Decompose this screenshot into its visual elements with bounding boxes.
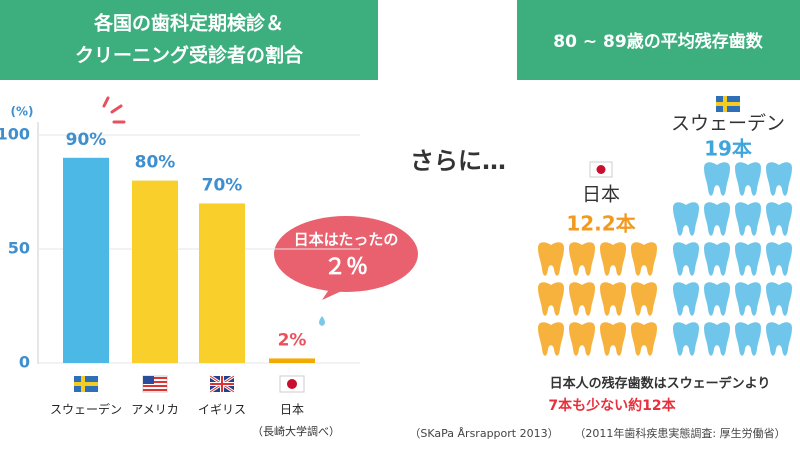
tooth-icon [735,242,761,276]
note: （長崎大学調べ） [252,424,340,438]
x-tick-label: イギリス [198,403,246,417]
tooth-icon [631,282,657,316]
tooth-icon [704,162,730,196]
flag-sweden [716,96,740,112]
value-label: 19本 [704,137,752,161]
tooth-icon [735,202,761,236]
title-box [517,0,800,80]
y-axis-label: (%) [11,105,34,119]
tooth-icon [766,162,792,196]
sweat-drop [319,316,325,326]
source: （2011年歯科疾患実態調査: 厚生労働省） [574,426,785,440]
tooth-icon [673,242,699,276]
title-box [0,0,378,80]
x-tick-label: 日本 [280,403,304,417]
flag-japan [279,375,305,393]
tooth-icon [600,282,626,316]
y-tick-label: 0 [19,353,30,372]
tooth-icon [631,322,657,356]
callout-text: 日本はたったの [294,231,399,249]
summary-text: 日本人の残存歯数はスウェーデンより [550,376,771,392]
tooth-icon [600,322,626,356]
chart-title: 各国の歯科定期検診＆ [93,12,284,35]
flag-usa [142,375,168,393]
tooth-icon [704,202,730,236]
tooth-icon [673,322,699,356]
bar [199,203,245,363]
bar [269,358,315,363]
tooth-icon [538,282,564,316]
tooth-icon [735,282,761,316]
tooth-icon [735,322,761,356]
tooth-icon [735,162,761,196]
y-tick-label: 100 [0,125,30,144]
flag-japan [589,161,613,178]
category-label: スウェーデン [671,113,785,135]
flag-uk [209,374,235,394]
tooth-icon [766,202,792,236]
tooth-icon [704,242,730,276]
bar [63,157,109,363]
flag-sweden [74,376,98,392]
x-tick-label: アメリカ [131,403,178,417]
source: （SKaPa Årsrapport 2013） [409,427,558,440]
chart-title: 80 ~ 89歳の平均残存歯数 [553,31,763,52]
y-tick-label: 50 [8,239,30,258]
value-label: 2% [278,330,307,350]
tooth-icon [704,282,730,316]
tooth-icon [569,242,595,276]
intro-text: さらに… [410,147,506,175]
value-label: 90% [66,130,107,150]
tooth-icon [766,282,792,316]
tooth-icon [766,322,792,356]
chart-title: クリーニング受診者の割合 [75,44,304,67]
category-label: 日本 [582,184,620,206]
tooth-icon [538,322,564,356]
tooth-icon [538,242,564,276]
value-label: 12.2本 [566,212,635,236]
tooth-icon [631,242,657,276]
value-label: 80% [135,153,176,173]
tooth-icon [569,322,595,356]
tooth-icon [704,322,730,356]
callout-text: ２％ [324,255,368,280]
x-tick-label: スウェーデン [50,402,122,417]
accent [102,96,126,124]
bar [132,180,178,363]
tooth-icon [673,202,699,236]
value-label: 70% [202,175,243,195]
tooth-icon [673,282,699,316]
callout-bubble [274,216,418,292]
summary-text: 7本も少ない約12本 [548,397,676,414]
tooth-icon [600,242,626,276]
tooth-icon [766,242,792,276]
tooth-icon [569,282,595,316]
